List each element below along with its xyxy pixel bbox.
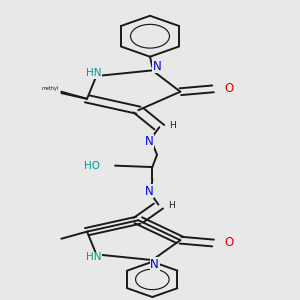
Text: N: N — [150, 258, 159, 271]
Text: H: H — [168, 201, 175, 210]
Text: O: O — [225, 236, 234, 250]
Text: HO: HO — [84, 160, 100, 171]
Text: methyl: methyl — [41, 86, 58, 92]
Text: HN: HN — [86, 68, 102, 78]
Text: N: N — [145, 185, 153, 198]
Text: O: O — [225, 82, 234, 95]
Text: N: N — [145, 135, 153, 148]
Text: N: N — [153, 60, 161, 73]
Text: H: H — [169, 121, 176, 130]
Text: HN: HN — [86, 252, 102, 262]
